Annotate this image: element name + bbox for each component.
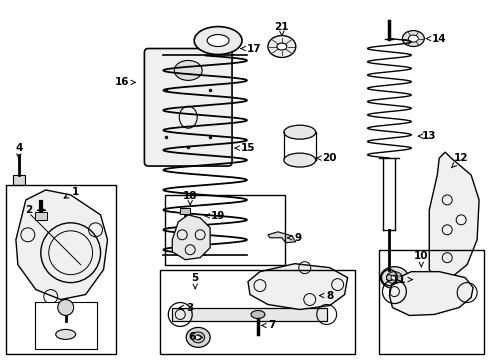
Text: 20: 20 [317, 153, 337, 163]
Bar [172, 307, 327, 321]
Text: 5: 5 [192, 273, 199, 289]
Text: 15: 15 [235, 143, 255, 153]
FancyBboxPatch shape [145, 49, 232, 166]
Text: 14: 14 [426, 33, 446, 44]
Bar [35, 212, 47, 220]
Text: 3: 3 [179, 302, 194, 312]
Bar [160, 270, 355, 354]
Ellipse shape [56, 329, 75, 339]
Text: 18: 18 [183, 191, 197, 205]
Polygon shape [16, 190, 107, 300]
Bar [6, 185, 116, 354]
Ellipse shape [284, 153, 316, 167]
Text: 7: 7 [262, 320, 275, 330]
Ellipse shape [380, 267, 408, 289]
Ellipse shape [174, 60, 202, 80]
Polygon shape [248, 264, 347, 310]
Text: 19: 19 [205, 211, 225, 221]
Text: 12: 12 [451, 153, 468, 168]
Text: 9: 9 [288, 233, 301, 243]
Ellipse shape [387, 272, 402, 284]
Ellipse shape [284, 125, 316, 139]
Text: 16: 16 [115, 77, 136, 87]
Text: 13: 13 [418, 131, 437, 141]
Bar [379, 250, 484, 354]
Text: 4: 4 [15, 143, 23, 159]
Text: 10: 10 [414, 251, 429, 267]
Polygon shape [390, 272, 473, 315]
Ellipse shape [268, 36, 296, 58]
Polygon shape [268, 232, 296, 243]
Ellipse shape [402, 31, 424, 46]
Text: 1: 1 [64, 187, 79, 198]
Ellipse shape [277, 43, 287, 50]
Ellipse shape [194, 27, 242, 54]
Bar [180, 208, 190, 214]
Text: 2: 2 [25, 205, 45, 215]
Text: 17: 17 [241, 44, 261, 54]
Polygon shape [172, 215, 210, 260]
Bar [13, 175, 25, 185]
Ellipse shape [391, 275, 398, 280]
Polygon shape [429, 152, 479, 280]
Text: 8: 8 [319, 291, 333, 301]
Text: 11: 11 [392, 275, 413, 285]
Circle shape [58, 300, 74, 315]
Ellipse shape [186, 328, 210, 347]
Text: 6: 6 [189, 332, 202, 342]
Bar [165, 195, 285, 265]
Bar [35, 302, 97, 349]
Ellipse shape [195, 335, 201, 340]
Text: 21: 21 [274, 22, 289, 36]
Ellipse shape [207, 35, 229, 46]
Ellipse shape [408, 35, 418, 42]
Ellipse shape [192, 332, 205, 343]
Ellipse shape [251, 310, 265, 319]
